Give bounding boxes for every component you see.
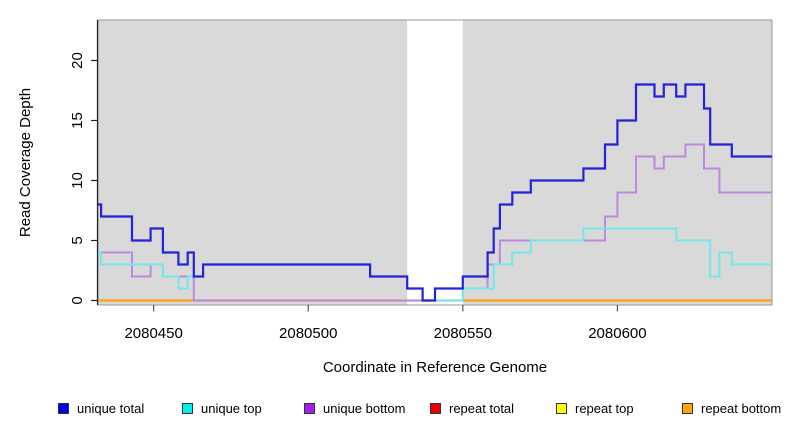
legend-swatch-icon [430, 403, 441, 414]
legend-label: unique bottom [323, 401, 406, 416]
legend-label: repeat bottom [701, 401, 782, 416]
x-tick-label: 2080600 [588, 325, 646, 342]
y-tick-label: 10 [69, 172, 86, 189]
chart-legend: unique total unique top unique bottom repea… [0, 398, 792, 424]
legend-label: repeat top [575, 401, 634, 416]
legend-item-unique-bottom: unique bottom [304, 401, 405, 416]
x-axis-title: Coordinate in Reference Genome [323, 359, 547, 376]
x-tick-label: 2080550 [434, 325, 492, 342]
legend-label: repeat total [449, 401, 515, 416]
y-axis-title: Read Coverage Depth [17, 88, 34, 237]
legend-swatch-icon [556, 403, 567, 414]
series-line-unique-total [98, 83, 772, 302]
legend-item-unique-total: unique total [58, 401, 144, 416]
y-tick-label: 15 [69, 112, 86, 129]
legend-swatch-icon [58, 403, 69, 414]
legend-swatch-icon [682, 403, 693, 414]
background-region-shaded-left [98, 20, 408, 305]
x-tick-label: 2080500 [279, 325, 337, 342]
legend-swatch-icon [304, 403, 315, 414]
y-tick-label: 20 [69, 52, 86, 69]
series-line-unique-top [98, 227, 772, 302]
legend-label: unique total [77, 401, 145, 416]
legend-item-unique-top: unique top [182, 401, 262, 416]
background-region-shaded-right [462, 20, 772, 305]
legend-item-repeat-top: repeat top [556, 401, 634, 416]
legend-swatch-icon [182, 403, 193, 414]
x-tick-label: 2080450 [124, 325, 182, 342]
coverage-chart: 0 5 10 15 20 2080450 2080500 2080550 2080600 Coor… [17, 19, 773, 376]
y-tick-label: 0 [69, 296, 86, 304]
y-tick-label: 5 [69, 236, 86, 244]
legend-label: unique top [201, 401, 262, 416]
legend-item-repeat-total: repeat total [430, 401, 514, 416]
legend-item-repeat-bottom: repeat bottom [682, 401, 781, 416]
